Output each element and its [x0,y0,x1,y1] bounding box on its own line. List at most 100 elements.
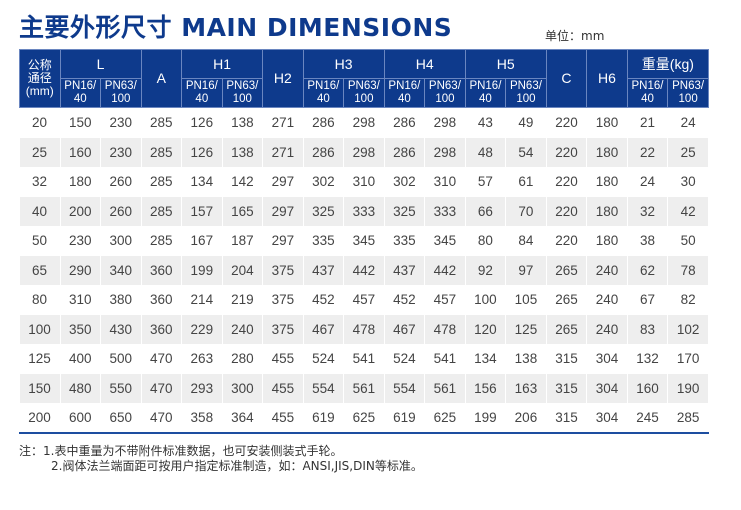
table-cell: 30 [667,167,709,197]
header-H3: H3 [302,49,385,79]
table-cell: 70 [505,196,547,226]
table-cell: 619 [384,403,426,433]
table-cell: 619 [303,403,345,433]
table-cell: 220 [546,167,588,197]
table-cell: 132 [627,344,669,374]
table-cell: 470 [141,344,183,374]
table-cell: 315 [546,403,588,433]
table-cell: 541 [424,344,466,374]
table-row: 150 480 550 470 293 300 455 554 561 554 561 156 163 3… [19,373,709,403]
table-cell: 49 [505,107,547,138]
table-cell: 375 [262,314,304,344]
table-cell: 298 [343,107,385,138]
table-cell: 260 [100,167,142,197]
table-cell: 285 [141,226,183,256]
table-cell: 240 [222,314,264,344]
table-cell: 67 [627,285,669,315]
table-cell: 50 [19,226,61,256]
table-cell: 437 [384,255,426,285]
header-H6: H6 [586,49,628,108]
table-cell: 204 [222,255,264,285]
table-cell: 457 [424,285,466,315]
table-cell: 157 [181,196,223,226]
table-cell: 286 [384,107,426,138]
table-row: 125 400 500 470 263 280 455 524 541 524 541 134 138 3… [19,344,709,374]
table-cell: 293 [181,373,223,403]
table-cell: 65 [19,255,61,285]
header-H4: H4 [383,49,466,79]
table-cell: 457 [343,285,385,315]
table-cell: 80 [19,285,61,315]
table-cell: 286 [303,107,345,138]
table-cell: 325 [384,196,426,226]
table-cell: 38 [627,226,669,256]
table-cell: 126 [181,107,223,138]
header-A: A [140,49,183,108]
table-cell: 180 [586,226,628,256]
table-row: 100 350 430 360 229 240 375 467 478 467 478 120 125 2… [19,314,709,344]
table-cell: 180 [60,167,102,197]
table-cell: 165 [222,196,264,226]
unit-label: 单位：mm [545,29,605,43]
table-cell: 32 [19,167,61,197]
table-cell: 125 [19,344,61,374]
table-cell: 263 [181,344,223,374]
table-cell: 285 [141,107,183,138]
table-cell: 304 [586,344,628,374]
table-cell: 220 [546,137,588,167]
table-cell: 160 [627,373,669,403]
table-cell: 24 [667,107,709,138]
table-cell: 280 [222,344,264,374]
table-cell: 400 [60,344,102,374]
table-cell: 350 [60,314,102,344]
table-cell: 187 [222,226,264,256]
table-cell: 300 [222,373,264,403]
subheader-pn16-40: PN16/40 [181,78,223,108]
table-cell: 82 [667,285,709,315]
table-cell: 156 [465,373,507,403]
table-cell: 180 [586,196,628,226]
table-cell: 100 [465,285,507,315]
table-cell: 260 [100,196,142,226]
table-cell: 120 [465,314,507,344]
table-cell: 285 [141,196,183,226]
table-bottom-rule [19,432,709,434]
table-cell: 48 [465,137,507,167]
table-cell: 285 [141,137,183,167]
table-cell: 24 [627,167,669,197]
table-cell: 358 [181,403,223,433]
table-cell: 310 [60,285,102,315]
table-cell: 554 [384,373,426,403]
table-cell: 304 [586,403,628,433]
table-cell: 271 [262,137,304,167]
table-cell: 271 [262,107,304,138]
table-cell: 61 [505,167,547,197]
subheader-pn63-100: PN63/100 [343,78,385,108]
table-row: 32 180 260 285 134 142 297 302 310 302 310 57 61 220 1… [19,167,709,197]
table-cell: 541 [343,344,385,374]
table-cell: 437 [303,255,345,285]
table-cell: 57 [465,167,507,197]
table-cell: 345 [343,226,385,256]
table-cell: 360 [141,255,183,285]
table-cell: 100 [19,314,61,344]
table-cell: 50 [667,226,709,256]
table-cell: 360 [141,314,183,344]
table-cell: 84 [505,226,547,256]
table-cell: 470 [141,403,183,433]
header-C: C [545,49,588,108]
table-row: 40 200 260 285 157 165 297 325 333 325 333 66 70 220 1… [19,196,709,226]
table-cell: 298 [424,137,466,167]
table-cell: 42 [667,196,709,226]
table-cell: 180 [586,107,628,138]
table-cell: 142 [222,167,264,197]
table-cell: 452 [384,285,426,315]
table-cell: 206 [505,403,547,433]
table-cell: 300 [100,226,142,256]
table-row: 200 600 650 470 358 364 455 619 625 619 625 199 206 3… [19,403,709,433]
table-cell: 455 [262,373,304,403]
table-cell: 245 [627,403,669,433]
subheader-pn63-100: PN63/100 [221,78,264,108]
table-cell: 43 [465,107,507,138]
table-cell: 285 [141,167,183,197]
